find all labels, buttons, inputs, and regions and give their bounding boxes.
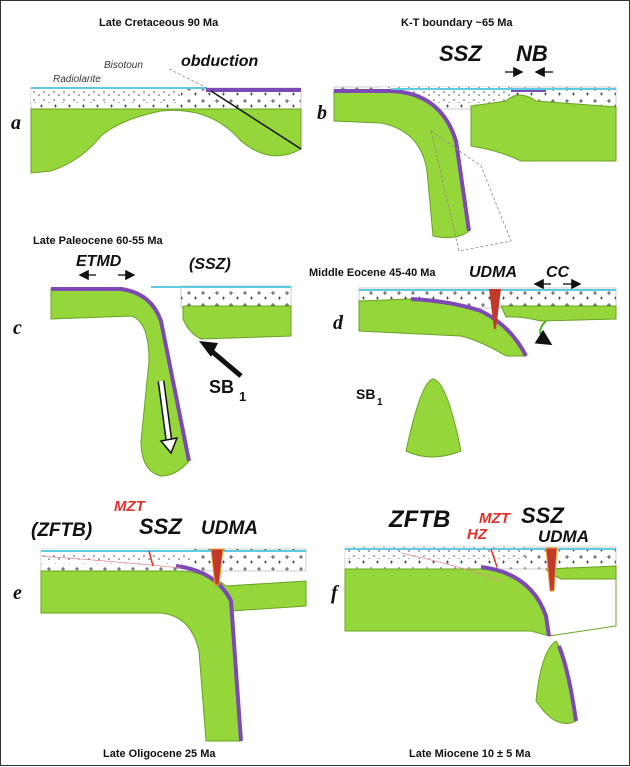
panel-c-push-arrow (207, 347, 243, 378)
panel-a-lithosphere (30, 108, 302, 174)
panel-c-sb-subscript: 1 (239, 389, 246, 404)
panel-e-ssz-label: SSZ (139, 514, 183, 539)
panel-a-sediment (31, 88, 181, 102)
panel-b-ghost-slab (430, 130, 512, 252)
panel-c-letter: c (13, 317, 22, 339)
panel-e: Late Oligocene 25 Ma e MZT (ZFTB) SSZ UD… (13, 498, 307, 760)
panel-d-letter: d (333, 312, 344, 334)
panel-e-sediment (41, 549, 191, 563)
panel-f-age: Late Miocene 10 ± 5 Ma (409, 748, 531, 760)
panel-b-letter: b (317, 102, 327, 124)
panel-c-age: Late Paleocene 60-55 Ma (33, 235, 164, 247)
panel-f-thrust-sheets (400, 552, 502, 582)
panel-c-plate (182, 305, 292, 340)
panel-d-cc-label: CC (546, 264, 570, 281)
panel-a-letter: a (11, 112, 21, 134)
panel-b-plate (470, 94, 617, 162)
panel-c-ssz-label: (SSZ) (189, 256, 231, 273)
panel-f-mzt-suture (490, 548, 498, 568)
panel-c-slab-edge (51, 287, 191, 462)
panel-f-ssz-label: SSZ (521, 503, 565, 528)
panel-f-detached-slab-edge (557, 645, 578, 722)
panel-b-slab-edge (334, 89, 471, 232)
panel-d-udma-label: UDMA (469, 264, 517, 281)
panel-f-udma-label: UDMA (538, 527, 589, 546)
panel-c-sb-label: SB (209, 377, 234, 397)
panel-e-lithosphere (40, 570, 307, 742)
panel-a: Late Cretaceous 90 Ma a obduction Bisoto… (11, 17, 302, 174)
panel-e-zftb-label: (ZFTB) (31, 520, 92, 541)
panel-d-rollback-arrow (534, 320, 553, 346)
panel-e-thrust-sheets (40, 555, 182, 569)
panel-f: Late Miocene 10 ± 5 Ma f ZFTB MZT HZ SSZ… (331, 503, 617, 760)
panel-d-detached-slab (405, 378, 462, 458)
panel-b-ssz-label: SSZ (439, 41, 483, 66)
panel-b-slab (333, 90, 470, 239)
panel-c-push-arrow-head (199, 341, 218, 357)
panel-c: Late Paleocene 60-55 Ma c ETMD (SSZ) SB … (13, 235, 292, 477)
panel-c-sink-arrow-head (159, 437, 179, 455)
panel-f-zftb-label: ZFTB (388, 506, 450, 533)
panel-f-lithosphere (344, 565, 617, 637)
panel-b-age: K-T boundary ~65 Ma (401, 17, 513, 29)
panel-f-udma-intrusion (545, 547, 558, 592)
panel-f-hz-label: HZ (467, 526, 488, 543)
panel-d: Middle Eocene 45-40 Ma d UDMA CC SB 1 (309, 264, 617, 458)
panel-e-udma-label: UDMA (201, 518, 258, 539)
panel-d-slab-edge (410, 297, 528, 357)
panel-e-age: Late Oligocene 25 Ma (103, 748, 216, 760)
panel-e-mzt-label: MZT (114, 498, 147, 515)
panel-d-age: Middle Eocene 45-40 Ma (309, 267, 436, 279)
panel-c-etmd-label: ETMD (76, 253, 122, 270)
panel-a-obduction-path (168, 68, 210, 90)
panel-d-plate (500, 305, 617, 322)
panel-c-crust (180, 285, 292, 309)
panel-d-udma-intrusion (489, 289, 501, 329)
panel-e-udma-intrusion (210, 548, 224, 586)
panel-b-nb-label: NB (516, 41, 548, 66)
panel-a-thrust (210, 90, 302, 150)
panel-e-slab-edge (175, 564, 243, 742)
panel-a-obduction-label: obduction (181, 53, 259, 70)
panel-f-letter: f (331, 582, 340, 604)
panel-b: K-T boundary ~65 Ma b SSZ NB (317, 17, 617, 252)
panel-e-mzt-suture (148, 550, 154, 567)
panel-a-radiolarite-label: Radiolarite (53, 74, 101, 85)
panel-a-bisotoun-label: Bisotoun (104, 60, 143, 71)
panel-d-sb-label: SB (356, 386, 375, 402)
panel-e-letter: e (13, 582, 22, 604)
panel-f-slab-edge (480, 565, 551, 637)
panel-d-sb-subscript: 1 (377, 397, 383, 408)
panel-c-sink-arrow-core (159, 380, 171, 442)
panel-f-mzt-label: MZT (479, 510, 512, 527)
panel-a-age: Late Cretaceous 90 Ma (99, 17, 219, 29)
